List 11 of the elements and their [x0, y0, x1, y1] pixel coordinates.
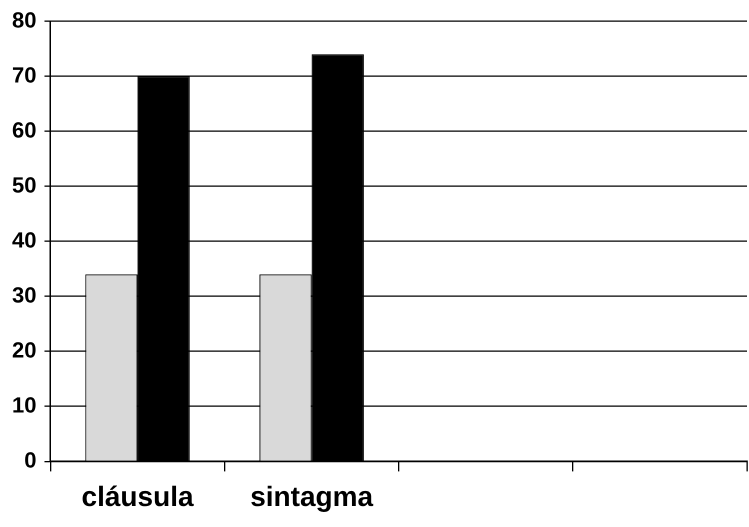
y-tick-label: 70 — [12, 62, 36, 88]
y-tick-label: 80 — [12, 7, 36, 32]
x-tick-label: sintagma — [250, 480, 374, 512]
y-tick-label: 10 — [12, 392, 36, 418]
y-tick-label: 0 — [24, 447, 36, 472]
y-tick-label: 30 — [12, 282, 36, 308]
y-tick-label: 20 — [12, 337, 36, 362]
x-tick-label: cláusula — [82, 480, 194, 512]
y-tick-label: 50 — [12, 172, 36, 198]
y-tick-label: 60 — [12, 117, 36, 142]
y-tick-label: 40 — [12, 227, 36, 252]
